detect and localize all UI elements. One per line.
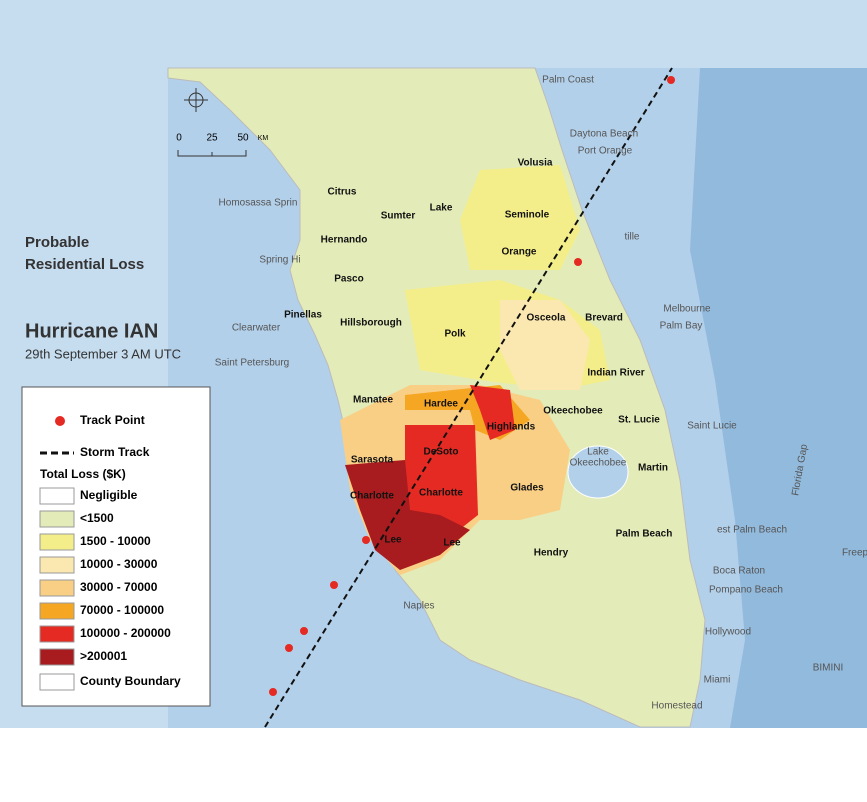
- place-label: tille: [624, 232, 639, 243]
- title-line: Residential Loss: [25, 256, 144, 273]
- county-label: Hillsborough: [340, 318, 402, 329]
- legend-label: 10000 - 30000: [80, 557, 158, 571]
- place-label: Palm Coast: [542, 75, 594, 86]
- county-label: Palm Beach: [616, 529, 673, 540]
- county-label: Citrus: [328, 187, 357, 198]
- scale-bar: [177, 150, 247, 157]
- deep-ocean: [690, 68, 867, 728]
- county-label: Orange: [501, 247, 536, 258]
- county-label: Okeechobee: [543, 406, 603, 417]
- scale-unit: KM: [258, 135, 269, 142]
- legend-swatch: [39, 625, 75, 643]
- legend-swatch: [39, 487, 75, 505]
- legend-label: Storm Track: [80, 445, 150, 459]
- county-label: Charlotte: [350, 491, 394, 502]
- legend-swatch: [39, 602, 75, 620]
- scale-label: 25: [206, 133, 218, 144]
- legend-swatch: [39, 579, 75, 597]
- county-label: Lee: [443, 538, 461, 549]
- loss-area: [345, 460, 470, 570]
- loss-area: [500, 300, 590, 390]
- place-label: Melbourne: [663, 304, 711, 315]
- storm-track: [264, 67, 673, 728]
- county-label: Highlands: [487, 422, 536, 433]
- place-label: Pompano Beach: [709, 585, 783, 596]
- place-label: Port Orange: [578, 146, 633, 157]
- legend-label: Track Point: [80, 413, 145, 427]
- legend-swatch: [39, 510, 75, 528]
- place-label: Spring Hi: [259, 255, 300, 266]
- county-label: Sarasota: [351, 455, 394, 466]
- legend-heading: Total Loss ($K): [40, 467, 126, 481]
- legend-label: <1500: [80, 511, 114, 525]
- legend-label: >200001: [80, 649, 127, 663]
- county-label: Hendry: [534, 548, 569, 559]
- county-label: Hernando: [321, 235, 368, 246]
- county-label: Glades: [510, 483, 544, 494]
- legend-label: 30000 - 70000: [80, 580, 158, 594]
- lake: [567, 445, 629, 499]
- place-label: Hollywood: [705, 627, 751, 638]
- county-label: Manatee: [353, 395, 393, 406]
- place-label: Lake: [587, 447, 609, 458]
- place-label: Saint Petersburg: [215, 358, 290, 369]
- place-label: est Palm Beach: [717, 525, 787, 536]
- place-label: Homestead: [651, 701, 702, 712]
- county-label: Polk: [444, 329, 466, 340]
- place-label: Clearwater: [232, 323, 281, 334]
- county-label: DeSoto: [424, 447, 459, 458]
- county-label: Indian River: [587, 368, 644, 379]
- date: 29th September 3 AM UTC: [25, 346, 181, 361]
- title-line: Probable: [25, 234, 89, 251]
- place-label: Freep: [842, 548, 867, 559]
- legend-swatch: [39, 648, 75, 666]
- place-label: BIMINI: [813, 663, 844, 674]
- place-label: Naples: [403, 601, 434, 612]
- place-label: Saint Lucie: [687, 421, 737, 432]
- place-label: Miami: [704, 675, 731, 686]
- legend-swatch: [39, 556, 75, 574]
- loss-area: [460, 165, 580, 270]
- track-points: [269, 76, 675, 696]
- legend-label: 1500 - 10000: [80, 534, 151, 548]
- compass: [184, 88, 208, 112]
- county-label: Volusia: [518, 158, 553, 169]
- county-label: Lee: [384, 535, 402, 546]
- county-label: Hardee: [424, 399, 458, 410]
- place-label: Palm Bay: [660, 321, 703, 332]
- legend-label: County Boundary: [80, 674, 181, 688]
- place-label: Okeechobee: [570, 458, 627, 469]
- place-label: Daytona Beach: [570, 129, 638, 140]
- place-label: Boca Raton: [713, 566, 765, 577]
- loss-area: [470, 385, 515, 440]
- county-label: Charlotte: [419, 488, 463, 499]
- legend-label: 70000 - 100000: [80, 603, 164, 617]
- county-label: St. Lucie: [618, 415, 660, 426]
- scale-label: 50: [237, 133, 249, 144]
- county-label: Sumter: [381, 211, 416, 222]
- county-label: Brevard: [585, 313, 623, 324]
- legend-track-point: [55, 416, 65, 426]
- county-label: Lake: [430, 203, 453, 214]
- scale-label: 0: [176, 133, 182, 144]
- hurricane-name: Hurricane IAN: [25, 320, 158, 342]
- legend-swatch: [39, 673, 75, 691]
- county-label: Seminole: [505, 210, 550, 221]
- county-label: Martin: [638, 463, 668, 474]
- legend-swatch: [39, 533, 75, 551]
- place-label: Homosassa Sprin: [219, 198, 298, 209]
- legend-label: Negligible: [80, 488, 138, 502]
- county-label: Pinellas: [284, 310, 322, 321]
- legend-label: 100000 - 200000: [80, 626, 171, 640]
- county-label: Pasco: [334, 274, 363, 285]
- county-label: Osceola: [527, 313, 566, 324]
